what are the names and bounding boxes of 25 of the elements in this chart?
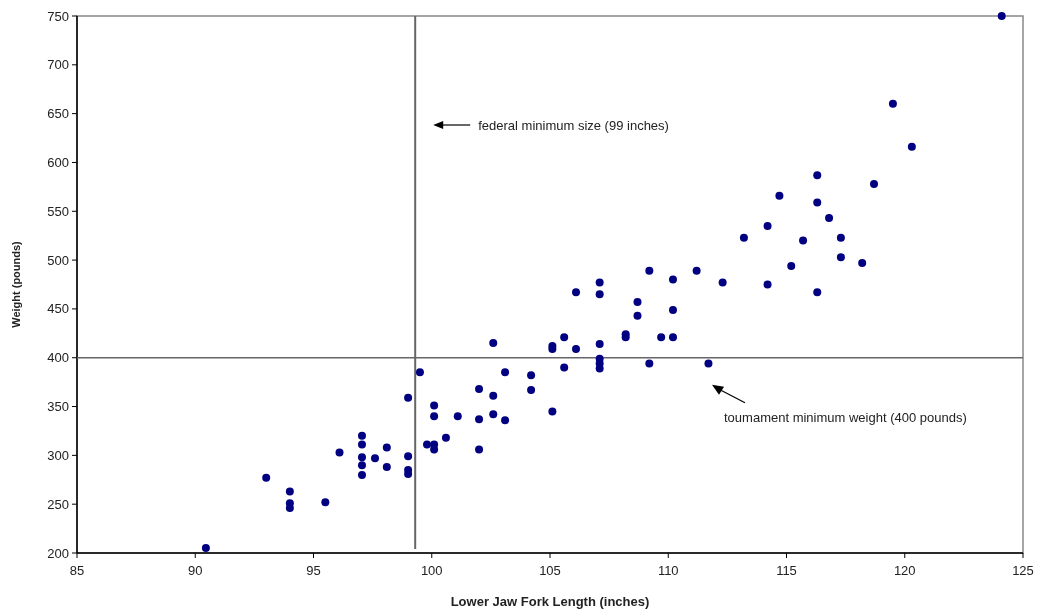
y-tick-label: 550 — [47, 203, 69, 219]
x-tick-label: 125 — [1012, 563, 1034, 578]
y-tick-label: 200 — [47, 545, 69, 561]
x-tick-label: 105 — [539, 563, 561, 578]
x-axis-title: Lower Jaw Fork Length (inches) — [450, 594, 650, 609]
x-tick-label: 95 — [306, 563, 321, 578]
y-axis-title: Weight (pounds) — [10, 240, 22, 328]
y-tick-label: 300 — [47, 447, 69, 463]
y-tick-label: 350 — [47, 399, 69, 415]
x-tick-label: 85 — [69, 563, 85, 578]
y-tick-label: 250 — [47, 496, 69, 512]
y-tick-label: 450 — [47, 301, 69, 317]
x-tick-label: 100 — [420, 563, 443, 578]
x-tick-label: 110 — [657, 563, 679, 578]
y-tick-label: 650 — [47, 106, 69, 122]
y-tick-label: 750 — [47, 8, 69, 24]
y-tick-label: 500 — [47, 252, 69, 268]
x-tick-label: 115 — [776, 563, 797, 578]
x-tick-label: 90 — [188, 563, 203, 578]
annotation: toumament minimum weight (400 pounds) — [724, 410, 967, 426]
annotation: federal minimum size (99 inches) — [478, 117, 669, 133]
x-tick-label: 120 — [893, 563, 916, 578]
y-tick-label: 700 — [47, 57, 69, 73]
y-tick-label: 400 — [47, 350, 69, 366]
y-tick-label: 600 — [47, 155, 69, 170]
